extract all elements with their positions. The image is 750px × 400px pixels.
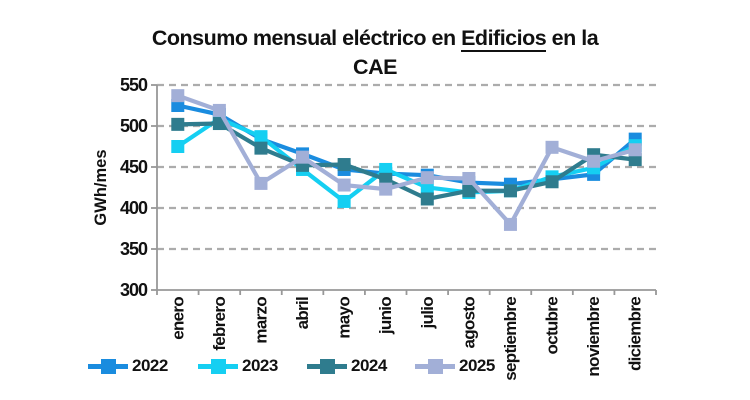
series-2024-marker-octubre: [545, 175, 559, 189]
series-2024-marker-julio: [420, 192, 434, 206]
x-axis-label-agosto: agosto: [459, 297, 478, 349]
x-axis-label-septiembre: septiembre: [501, 297, 520, 381]
series-2024-marker-diciembre: [628, 153, 642, 167]
series-2023-marker-julio: [420, 181, 434, 194]
y-axis-tick-label-300: 300: [120, 280, 148, 300]
series-2024-marker-septiembre: [503, 184, 517, 198]
series-2025-marker-febrero: [212, 103, 226, 117]
y-axis-tick-label-450: 450: [120, 157, 148, 177]
legend-square-icon: [101, 358, 116, 374]
series-2022-marker-enero: [171, 99, 185, 112]
legend: 2022 2023 2024 2025: [0, 356, 750, 382]
series-2024-marker-mayo: [337, 158, 351, 172]
series-2025-marker-enero: [171, 89, 185, 103]
x-axis-label-febrero: febrero: [210, 297, 229, 351]
legend-label-2025: 2025: [459, 356, 495, 375]
series-2024-marker-enero: [171, 117, 185, 131]
series-2025-marker-abril: [296, 150, 310, 164]
legend-square-icon: [211, 358, 226, 374]
series-2025-marker-mayo: [337, 178, 351, 192]
legend-square-icon: [320, 358, 335, 374]
chart-title: Consumo mensual eléctrico en Edificios e…: [0, 24, 750, 82]
x-axis-label-julio: julio: [418, 297, 437, 330]
title-text-suffix: en la: [546, 26, 599, 50]
y-axis-tick-label-550: 550: [120, 75, 148, 95]
x-axis-label-octubre: octubre: [543, 297, 562, 355]
legend-item-2024: 2024: [307, 356, 387, 376]
legend-marker-2022: [88, 358, 128, 374]
series-2023-marker-enero: [171, 140, 185, 153]
y-axis-tick-label-350: 350: [120, 239, 148, 259]
legend-item-2023: 2023: [198, 356, 278, 376]
series-2024-marker-agosto: [462, 184, 476, 198]
x-axis-label-diciembre: diciembre: [626, 297, 645, 371]
x-axis-label-enero: enero: [168, 297, 187, 340]
x-axis-label-noviembre: noviembre: [584, 297, 603, 377]
y-axis-tick-label-500: 500: [120, 116, 148, 136]
series-2025-marker-agosto: [462, 171, 476, 185]
series-2023-marker-marzo: [254, 130, 268, 144]
legend-marker-2024: [307, 358, 347, 374]
series-2024-marker-junio: [379, 172, 393, 186]
series-2025-marker-marzo: [254, 176, 268, 190]
title-text: Consumo mensual eléctrico en: [151, 26, 462, 50]
series-2025-marker-diciembre: [628, 143, 642, 157]
series-2025-marker-septiembre: [503, 217, 517, 231]
series-2023-marker-junio: [379, 162, 393, 176]
legend-label-2023: 2023: [242, 356, 278, 375]
legend-item-2025: 2025: [415, 356, 495, 376]
y-axis-title: GWh/mes: [92, 149, 110, 225]
legend-square-icon: [428, 358, 443, 374]
series-2023-marker-mayo: [337, 194, 351, 208]
series-2025-marker-junio: [379, 182, 393, 196]
x-axis-label-marzo: marzo: [251, 297, 270, 344]
series-2025-marker-noviembre: [587, 154, 601, 168]
x-axis-label-mayo: mayo: [335, 297, 354, 339]
series-2025-marker-julio: [420, 171, 434, 185]
x-axis-label-junio: junio: [376, 297, 395, 335]
series-2025-line: [177, 93, 636, 229]
y-axis-tick-label-400: 400: [120, 198, 148, 218]
x-axis-label-abril: abril: [293, 297, 312, 329]
legend-marker-2025: [415, 358, 455, 374]
chart-title-line2: CAE: [353, 55, 397, 79]
legend-marker-2023: [198, 358, 238, 374]
legend-label-2024: 2024: [351, 356, 387, 375]
legend-item-2022: 2022: [88, 356, 168, 376]
chart-title-line1: Consumo mensual eléctrico en Edificios e…: [151, 26, 599, 52]
title-underlined-word: Edificios: [461, 26, 547, 52]
series-2024-line: [177, 121, 636, 202]
legend-label-2022: 2022: [132, 356, 168, 375]
series-2025-marker-octubre: [545, 140, 559, 154]
series-2024-marker-marzo: [254, 141, 268, 155]
